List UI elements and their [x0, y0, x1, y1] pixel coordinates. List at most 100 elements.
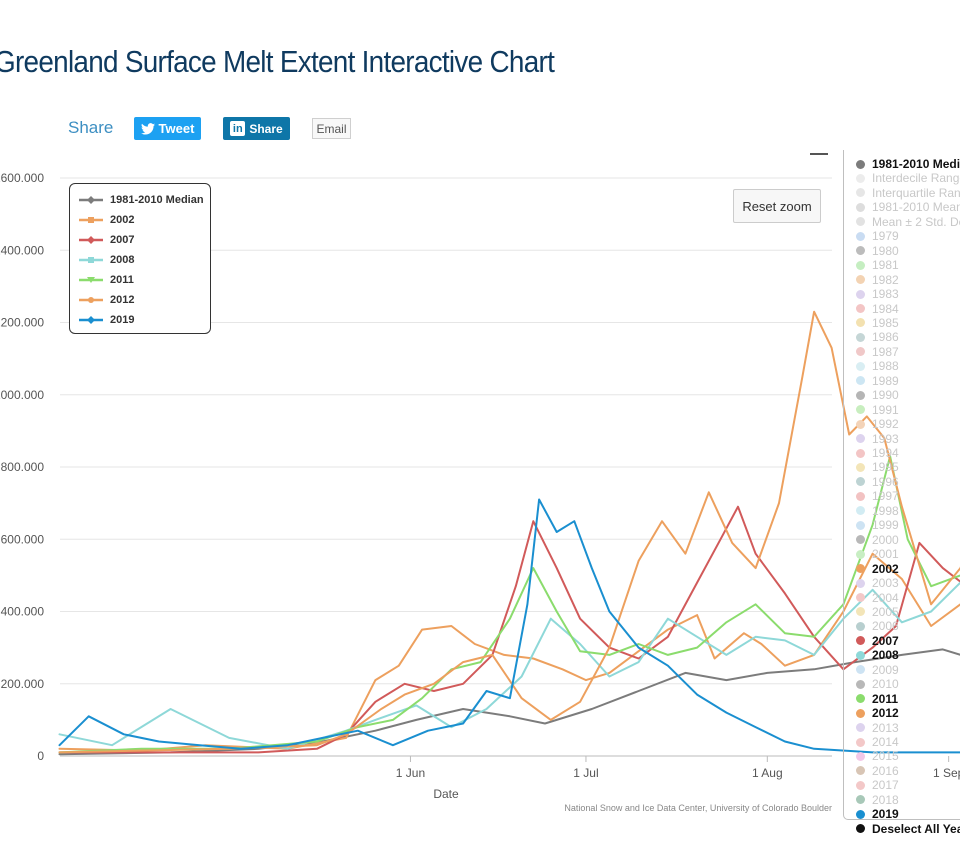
- year-list-label: 2014: [872, 735, 899, 749]
- year-list-item[interactable]: 1979: [856, 229, 899, 243]
- year-dot-icon: [856, 766, 865, 776]
- year-list-item[interactable]: 1991: [856, 403, 899, 417]
- year-list-label: Interquartile Range: [872, 185, 960, 200]
- linkedin-share-label: Share: [249, 121, 283, 136]
- year-dot-icon: [856, 578, 865, 588]
- year-list-item[interactable]: 2009: [856, 663, 899, 677]
- year-list-item[interactable]: 1993: [856, 432, 899, 446]
- linkedin-share-button[interactable]: in Share: [223, 117, 290, 140]
- year-list-item[interactable]: 2018: [856, 793, 899, 807]
- share-label: Share: [68, 118, 114, 137]
- year-list-item[interactable]: 1989: [856, 374, 899, 388]
- year-list-item[interactable]: 2005: [856, 605, 899, 619]
- year-list-item[interactable]: Deselect All Years: [856, 822, 960, 836]
- series-line-1981-2010-median[interactable]: [58, 648, 960, 756]
- year-list-item[interactable]: 1997: [856, 489, 899, 503]
- year-list-item[interactable]: 2010: [856, 677, 899, 691]
- year-dot-icon: [856, 188, 865, 198]
- year-list-item[interactable]: 2002: [856, 562, 899, 576]
- legend-item[interactable]: 2012: [70, 290, 210, 310]
- x-tick-label: 1 Jun: [396, 766, 425, 780]
- year-dot-icon: [856, 246, 865, 256]
- year-list-item[interactable]: Interquartile Range: [856, 186, 960, 200]
- year-list-item[interactable]: 1998: [856, 504, 899, 518]
- year-list-item[interactable]: 1987: [856, 345, 899, 359]
- year-list-item[interactable]: 1980: [856, 244, 899, 258]
- legend-label: 1981-2010 Median: [110, 194, 204, 206]
- year-list-item[interactable]: Interdecile Range: [856, 171, 960, 185]
- year-list-item[interactable]: 1996: [856, 475, 899, 489]
- year-dot-icon: [856, 795, 865, 805]
- year-list-item[interactable]: 1988: [856, 359, 899, 373]
- legend-item[interactable]: 2007: [70, 230, 210, 250]
- year-list-item[interactable]: 2019: [856, 807, 899, 821]
- year-list-item[interactable]: 1981-2010 Mean: [856, 200, 960, 214]
- year-list-label: 2015: [872, 749, 899, 764]
- legend-item[interactable]: 2002: [70, 210, 210, 230]
- y-tick-label: 400.000: [1, 605, 45, 619]
- year-list-item[interactable]: 2004: [856, 591, 899, 605]
- year-list-item[interactable]: 2008: [856, 648, 899, 662]
- year-list-item[interactable]: 2007: [856, 634, 899, 648]
- year-dot-icon: [856, 491, 865, 501]
- year-list-item[interactable]: 1994: [856, 446, 899, 460]
- year-list-item[interactable]: 1982: [856, 273, 899, 287]
- email-button[interactable]: Email: [312, 118, 351, 139]
- year-list-item[interactable]: 2001: [856, 547, 899, 561]
- year-dot-icon: [856, 564, 865, 574]
- legend-label: 2007: [110, 234, 135, 246]
- year-list-item[interactable]: 1985: [856, 316, 899, 330]
- year-list-item[interactable]: 2011: [856, 692, 898, 706]
- reset-zoom-button[interactable]: Reset zoom: [733, 189, 821, 223]
- year-list-label: 2011: [872, 691, 899, 706]
- year-list-label: 1992: [872, 417, 899, 432]
- year-list-item[interactable]: 2016: [856, 764, 899, 778]
- year-list-label: 1983: [872, 287, 899, 302]
- year-dot-icon: [856, 780, 865, 790]
- chart-menu-icon[interactable]: [810, 153, 828, 155]
- year-list-label: 1996: [872, 474, 899, 489]
- year-list-item[interactable]: 1983: [856, 287, 899, 301]
- year-dot-icon: [856, 694, 865, 704]
- year-dot-icon: [856, 318, 865, 328]
- year-list-item[interactable]: 1981-2010 Median: [856, 157, 960, 171]
- year-list-item[interactable]: 1981: [856, 258, 899, 272]
- series-line-2002[interactable]: [58, 552, 960, 753]
- legend-item[interactable]: 2019: [70, 310, 210, 330]
- legend-symbol-icon: [79, 277, 103, 283]
- year-dot-icon: [856, 376, 865, 386]
- year-list-item[interactable]: 2000: [856, 533, 899, 547]
- year-list-item[interactable]: 1999: [856, 518, 899, 532]
- year-list-item[interactable]: 2006: [856, 619, 899, 633]
- year-list-label: 1993: [872, 431, 899, 446]
- twitter-bird-icon: [140, 122, 155, 135]
- year-list-item[interactable]: 2003: [856, 576, 899, 590]
- series-line-2007[interactable]: [58, 478, 960, 754]
- year-list-item[interactable]: 2015: [856, 749, 899, 763]
- year-list-item[interactable]: Mean ± 2 Std. Dev.: [856, 215, 960, 229]
- year-list-item[interactable]: 1990: [856, 388, 899, 402]
- year-list-item[interactable]: 1984: [856, 302, 899, 316]
- year-list-item[interactable]: 2017: [856, 778, 899, 792]
- year-list-label: 1997: [872, 489, 899, 504]
- legend-label: 2019: [110, 314, 135, 326]
- series-line-2019[interactable]: [58, 498, 960, 754]
- legend-item[interactable]: 1981-2010 Median: [70, 190, 210, 210]
- legend-item[interactable]: 2008: [70, 250, 210, 270]
- tweet-button[interactable]: Tweet: [134, 117, 201, 140]
- year-list-item[interactable]: 2013: [856, 721, 899, 735]
- legend-item[interactable]: 2011: [70, 270, 210, 290]
- year-list-label: 2003: [872, 576, 899, 591]
- series-line-2008[interactable]: [58, 581, 960, 750]
- legend-label: 2011: [110, 274, 134, 286]
- year-list-item[interactable]: 1995: [856, 460, 899, 474]
- year-dot-icon: [856, 260, 865, 270]
- year-list-item[interactable]: 1986: [856, 330, 899, 344]
- year-list-item[interactable]: 2014: [856, 735, 899, 749]
- year-list-item[interactable]: 2012: [856, 706, 899, 720]
- year-dot-icon: [856, 405, 865, 415]
- year-list-label: 2019: [872, 807, 899, 822]
- year-list-item[interactable]: 1992: [856, 417, 899, 431]
- page-title: Greenland Surface Melt Extent Interactiv…: [0, 44, 555, 79]
